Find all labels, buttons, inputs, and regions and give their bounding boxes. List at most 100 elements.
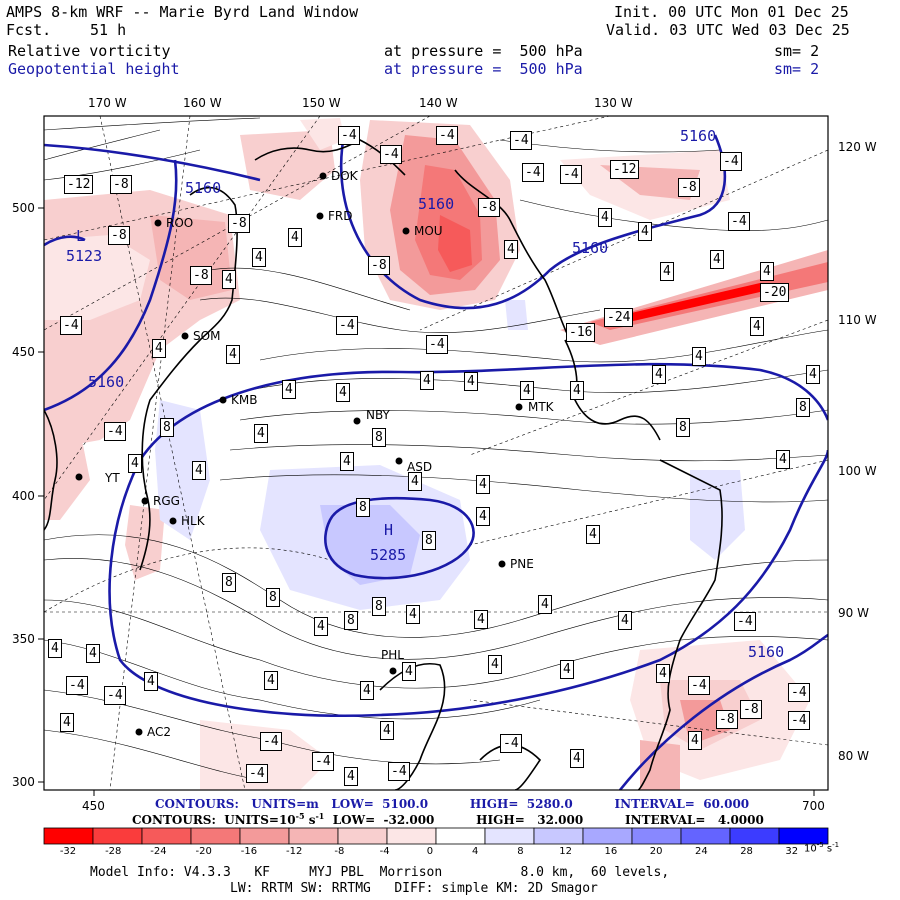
colorbar-tick-label: -24: [150, 846, 167, 857]
station-asd: ASD: [407, 460, 433, 474]
vorticity-value-label: 4: [476, 475, 490, 494]
model-physics: LW: RRTM SW: RRTMG DIFF: simple KM: 2D S…: [230, 881, 598, 896]
vorticity-value-label: 4: [314, 617, 328, 636]
vorticity-value-label: 4: [474, 610, 488, 629]
height-contour-info: CONTOURS: UNITS=m LOW= 5100.0 HIGH= 5280…: [155, 797, 750, 811]
colorbar-bin: [533, 827, 584, 845]
vort-info-exp: -5: [295, 811, 305, 821]
vorticity-value-label: 4: [340, 452, 354, 471]
vorticity-value-label: 4: [222, 270, 236, 289]
vorticity-value-label: -20: [760, 283, 790, 302]
lon-label-110w: 110 W: [838, 313, 877, 327]
grid-y-label-500: 500: [12, 201, 35, 215]
model-info: Model Info: V4.3.3 KF MYJ PBL Morrison 8…: [90, 865, 670, 880]
lon-label-120w: 120 W: [838, 140, 877, 154]
station-yt: YT: [105, 471, 120, 485]
station-ac2: AC2: [147, 725, 172, 739]
high-center-marker: H: [384, 521, 394, 539]
colorbar-bin: [239, 827, 290, 845]
vorticity-value-label: 4: [144, 672, 158, 691]
vorticity-value-label: 8: [160, 418, 174, 437]
vorticity-value-label: -8: [110, 175, 132, 194]
vorticity-value-label: 4: [254, 424, 268, 443]
colorbar-bin: [190, 827, 241, 845]
low-center-value: 5123: [66, 247, 103, 265]
vorticity-value-label: 4: [226, 345, 240, 364]
vorticity-value-label: 4: [60, 713, 74, 732]
colorbar-tick-label: 0: [426, 846, 434, 857]
high-center-value: 5285: [370, 546, 407, 564]
colorbar-bin: [337, 827, 388, 845]
vorticity-value-label: -8: [228, 214, 250, 233]
vorticity-value-label: 4: [586, 525, 600, 544]
vorticity-value-label: -4: [788, 711, 810, 730]
colorbar-bin: [729, 827, 780, 845]
field1-level: at pressure = 500 hPa: [384, 42, 583, 60]
vorticity-value-label: 4: [560, 660, 574, 679]
station-som: SOM: [193, 329, 221, 343]
colorbar-bin: [582, 827, 633, 845]
vort-info-s-exp: -1: [315, 811, 325, 821]
height-label: 5160: [418, 195, 455, 213]
station-phl: PHL: [381, 648, 404, 662]
vorticity-contours: [44, 117, 828, 781]
colorbar-tick-label: -28: [105, 846, 122, 857]
vort-info-units: CONTOURS: UNITS=10: [132, 813, 296, 827]
vorticity-value-label: -8: [108, 226, 130, 245]
vorticity-value-label: -4: [560, 165, 582, 184]
vorticity-value-label: 4: [380, 721, 394, 740]
lon-label-150w: 150 W: [302, 96, 341, 110]
colorbar-bin: [435, 827, 486, 845]
vorticity-value-label: 4: [520, 381, 534, 400]
height-label: 5160: [748, 643, 785, 661]
vorticity-shading: [44, 118, 828, 790]
vorticity-value-label: 4: [688, 731, 702, 750]
station-dok: DOK: [331, 169, 358, 183]
field2-level: at pressure = 500 hPa: [384, 60, 583, 78]
station-kmb: KMB: [231, 393, 258, 407]
vorticity-value-label: -12: [64, 175, 94, 194]
vorticity-value-label: 4: [192, 461, 206, 480]
colorbar-tick-label: 8: [517, 846, 524, 857]
colorbar-tick-label: -4: [379, 846, 390, 857]
vorticity-value-label: -4: [338, 126, 360, 145]
colorbar-tick-label: -8: [334, 846, 345, 857]
colorbar-tick-label: -32: [59, 846, 77, 857]
colorbar-bin: [43, 827, 94, 845]
vorticity-value-label: -4: [66, 676, 88, 695]
station-mtk: MTK: [528, 400, 554, 414]
height-label: 5160: [680, 127, 717, 145]
grid-y-label-300: 300: [12, 775, 35, 789]
vort-info-s: s: [304, 813, 316, 827]
vorticity-value-label: -4: [104, 686, 126, 705]
vorticity-value-label: -4: [720, 152, 742, 171]
vorticity-value-label: -8: [740, 700, 762, 719]
vorticity-value-label: -8: [678, 178, 700, 197]
lon-label-140w: 140 W: [419, 96, 458, 110]
vorticity-value-label: 8: [266, 588, 280, 607]
vorticity-value-label: 4: [282, 380, 296, 399]
vorticity-value-label: 4: [660, 262, 674, 281]
field2-smoothing: sm= 2: [774, 60, 820, 78]
vorticity-value-label: 8: [676, 418, 690, 437]
field1-name: Relative vorticity: [8, 42, 171, 60]
grid-y-label-350: 350: [12, 632, 35, 646]
low-center-marker: L: [76, 227, 86, 245]
vorticity-value-label: 4: [476, 507, 490, 526]
vorticity-value-label: 4: [598, 208, 612, 227]
vorticity-value-label: -4: [246, 764, 268, 783]
station-pne: PNE: [510, 557, 534, 571]
vorticity-value-label: 4: [128, 454, 142, 473]
colorbar-bin: [92, 827, 143, 845]
vorticity-value-label: 4: [408, 472, 422, 491]
frame-ticks: [38, 207, 815, 796]
vorticity-value-label: -8: [478, 198, 500, 217]
colorbar-tick-label: 32: [785, 846, 799, 857]
vorticity-value-label: -12: [610, 160, 640, 179]
vorticity-value-label: 4: [464, 372, 478, 391]
vorticity-value-label: 4: [618, 611, 632, 630]
vorticity-value-label: 4: [750, 317, 764, 336]
field1-smoothing: sm= 2: [774, 42, 820, 60]
colorbar-bin: [778, 827, 829, 845]
